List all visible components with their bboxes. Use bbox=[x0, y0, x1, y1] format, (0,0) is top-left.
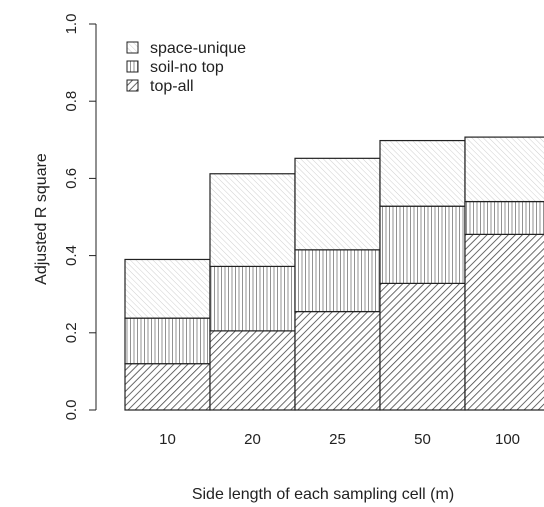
bar-segment-space-unique-20 bbox=[209, 173, 296, 268]
bar-segment-space-unique-10 bbox=[124, 258, 211, 319]
legend-swatch-top-all bbox=[126, 79, 139, 92]
legend-swatch-space-unique bbox=[126, 41, 139, 54]
x-tick-label: 20 bbox=[244, 431, 261, 448]
bar-segment-space-unique-100 bbox=[464, 136, 544, 203]
x-tick-label: 100 bbox=[495, 431, 520, 448]
bar-segment-space-unique-25 bbox=[294, 157, 381, 251]
bar-segment-top-all-20 bbox=[209, 330, 296, 411]
legend-swatch-soil-no-top bbox=[126, 60, 139, 73]
x-axis: 10 20 25 50 100 bbox=[159, 431, 520, 448]
x-tick-label: 10 bbox=[159, 431, 176, 448]
y-tick-label: 0.4 bbox=[63, 245, 80, 266]
x-axis-title: Side length of each sampling cell (m) bbox=[192, 486, 454, 503]
bar-segment-top-all-10 bbox=[124, 363, 211, 411]
y-tick-label: 0.2 bbox=[63, 322, 80, 343]
bar-segment-soil-no-top-50 bbox=[379, 205, 466, 284]
y-tick-label: 0.8 bbox=[63, 91, 80, 112]
y-tick-label: 1.0 bbox=[63, 14, 80, 35]
y-tick-label: 0.0 bbox=[63, 400, 80, 421]
x-tick-label: 50 bbox=[414, 431, 431, 448]
y-axis: 0.0 0.2 0.4 0.6 0.8 1.0 bbox=[63, 14, 97, 421]
y-tick-label: 0.6 bbox=[63, 168, 80, 189]
legend: space-unique soil-no top top-all bbox=[126, 40, 246, 95]
bar-segment-soil-no-top-20 bbox=[209, 265, 296, 332]
bar-segment-top-all-25 bbox=[294, 310, 381, 411]
bar-segment-top-all-50 bbox=[379, 282, 466, 411]
bar-segment-top-all-100 bbox=[464, 233, 544, 411]
bar-segment-space-unique-50 bbox=[379, 139, 466, 207]
legend-label-top-all: top-all bbox=[150, 78, 194, 95]
bars bbox=[124, 136, 544, 411]
legend-label-soil-no-top: soil-no top bbox=[150, 59, 224, 76]
bar-segment-soil-no-top-10 bbox=[124, 317, 211, 365]
y-axis-title: Adjusted R square bbox=[33, 153, 50, 285]
legend-label-space-unique: space-unique bbox=[150, 40, 246, 57]
bar-segment-soil-no-top-25 bbox=[294, 249, 381, 313]
x-tick-label: 25 bbox=[329, 431, 346, 448]
bar-segment-soil-no-top-100 bbox=[464, 200, 544, 235]
